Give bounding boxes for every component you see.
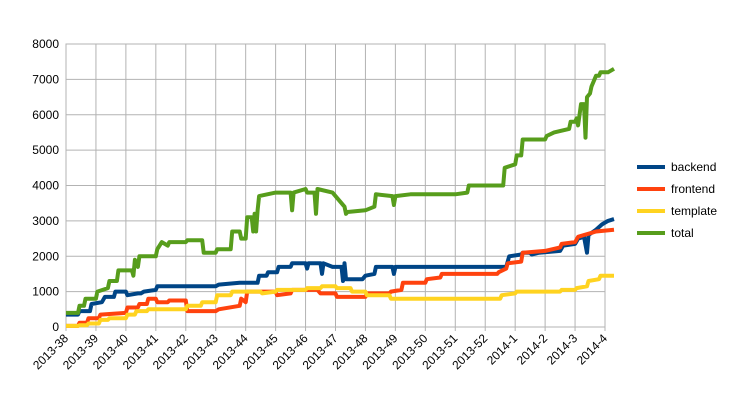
y-tick-label: 3000	[32, 214, 59, 228]
legend-item-backend: backend	[637, 156, 717, 178]
legend-swatch	[637, 187, 665, 191]
x-tick-label: 2014-1	[484, 331, 521, 368]
y-tick-label: 8000	[32, 37, 59, 51]
legend-swatch	[637, 209, 665, 213]
legend-item-total: total	[637, 222, 717, 244]
legend-item-template: template	[637, 200, 717, 222]
y-tick-label: 1000	[32, 285, 59, 299]
y-tick-label: 7000	[32, 72, 59, 86]
axes	[65, 43, 606, 331]
plot-area	[65, 43, 606, 328]
y-tick-label: 5000	[32, 143, 59, 157]
y-tick-label: 4000	[32, 179, 59, 193]
legend-label: total	[671, 226, 694, 240]
legend-swatch	[637, 165, 665, 169]
legend-item-frontend: frontend	[637, 178, 717, 200]
series-lines	[66, 67, 616, 328]
x-tick-label: 2014-2	[514, 331, 551, 368]
y-tick-labels: 0 1000 2000 3000 4000 5000 6000 7000 8000	[32, 37, 59, 334]
x-tick-label: 2014-3	[544, 331, 581, 368]
y-tick-label: 0	[52, 320, 59, 334]
legend-swatch	[637, 231, 665, 235]
legend: backend frontend template total	[637, 156, 717, 244]
legend-label: template	[671, 204, 718, 218]
series-line-template	[66, 273, 614, 328]
y-tick-label: 6000	[32, 108, 59, 122]
y-tick-label: 2000	[32, 249, 59, 263]
x-tick-labels: 2013-382013-392013-402013-412013-422013-…	[30, 331, 610, 372]
legend-label: backend	[671, 160, 717, 174]
series-line-total	[66, 67, 616, 315]
legend-label: frontend	[671, 182, 716, 196]
x-tick-label: 2014-4	[574, 331, 611, 368]
